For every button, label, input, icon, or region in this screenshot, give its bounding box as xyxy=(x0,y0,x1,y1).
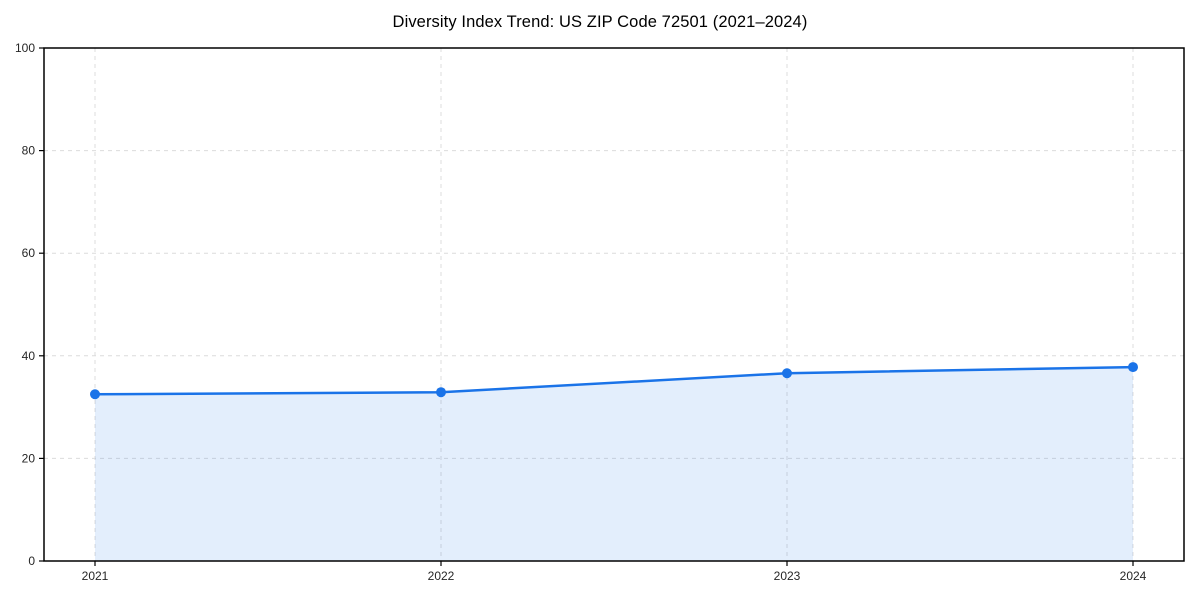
x-tick-label: 2024 xyxy=(1120,569,1147,583)
area-fill xyxy=(95,367,1133,561)
data-point xyxy=(90,389,100,400)
x-tick-label: 2021 xyxy=(82,569,109,583)
y-tick-label: 100 xyxy=(15,41,35,55)
data-point xyxy=(782,368,792,379)
x-tick-label: 2023 xyxy=(774,569,801,583)
x-tick-label: 2022 xyxy=(428,569,455,583)
data-point xyxy=(1128,362,1138,373)
plot-border xyxy=(43,47,1185,562)
y-tick-label: 80 xyxy=(22,144,36,158)
chart-title: Diversity Index Trend: US ZIP Code 72501… xyxy=(392,13,808,31)
y-tick-label: 60 xyxy=(22,246,36,260)
y-tick-label: 40 xyxy=(22,349,36,363)
data-point xyxy=(436,387,446,398)
y-tick-label: 20 xyxy=(22,451,36,465)
y-tick-label: 0 xyxy=(28,554,35,568)
trend-line xyxy=(93,365,1135,396)
